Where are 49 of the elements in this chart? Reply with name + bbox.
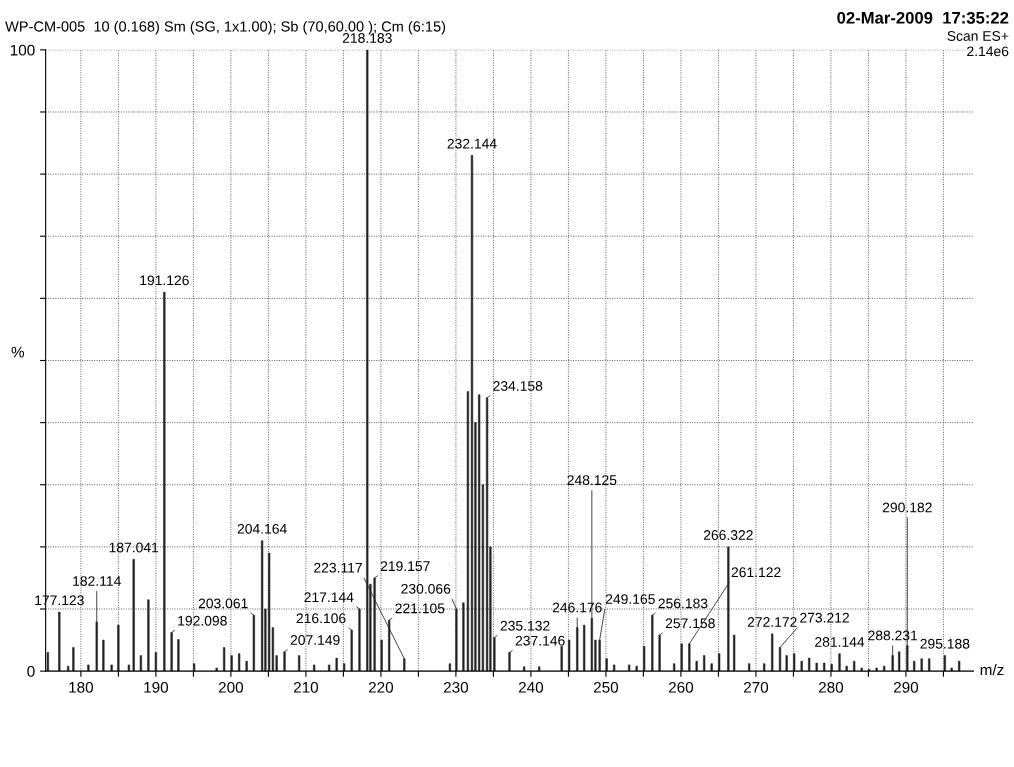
annotation: 223.117 <box>314 562 362 573</box>
x-tick-label: 270 <box>743 681 769 693</box>
x-tick-label: 240 <box>518 681 544 693</box>
annotation: 192.098 <box>178 615 227 626</box>
annotation: 256.183 <box>658 598 708 609</box>
annotation: 249.165 <box>605 594 655 604</box>
annotation: 207.149 <box>290 635 340 645</box>
annotation: 248.125 <box>567 475 617 486</box>
annotation: 204.164 <box>237 523 287 534</box>
y-axis-title: % <box>11 346 25 358</box>
x-tick-label: 210 <box>293 681 319 693</box>
annotation: 203.061 <box>198 598 248 609</box>
x-tick-label: 200 <box>218 681 244 693</box>
annotation: 295.188 <box>920 638 970 649</box>
y-tick-label: 0 <box>27 665 35 677</box>
x-tick-label: 230 <box>443 681 469 693</box>
x-tick-label: 280 <box>818 681 844 693</box>
annotation: 273.212 <box>800 612 849 623</box>
annotation: 272.172 <box>747 617 797 627</box>
annotation: 216.106 <box>296 613 346 624</box>
annotation: 261.122 <box>731 567 781 578</box>
annotation: 218.183 <box>342 33 392 43</box>
annotation: 217.144 <box>304 592 354 602</box>
text: Scan ES+ <box>947 31 1009 41</box>
annotation: 246.176 <box>552 602 602 613</box>
annotation: 187.041 <box>109 542 159 553</box>
annotation: 235.132 <box>500 620 550 631</box>
annotation: 257.158 <box>665 618 715 629</box>
x-tick-label: 260 <box>668 681 694 693</box>
annotation: 219.157 <box>380 561 430 572</box>
annotation: 182.114 <box>73 576 121 586</box>
x-tick-label: 180 <box>69 681 94 693</box>
text: 02-Mar-2009 17:35:22 <box>837 11 1009 24</box>
annotation: 230.066 <box>401 583 451 594</box>
annotation: 266.322 <box>703 530 753 540</box>
annotation: 290.182 <box>882 502 932 513</box>
annotation: 281.144 <box>815 636 865 647</box>
x-tick-label: 190 <box>144 681 169 693</box>
x-tick-label: 220 <box>368 681 394 693</box>
annotation: 191.126 <box>140 275 189 286</box>
x-tick-label: 250 <box>593 681 619 693</box>
annotation: 2.14e6 <box>967 46 1009 57</box>
x-axis-title: m/z <box>980 664 1004 676</box>
y-tick-label: 100 <box>10 44 35 56</box>
annotation: 232.144 <box>447 138 497 149</box>
annotation: 234.158 <box>493 381 543 391</box>
annotation: 221.105 <box>395 603 445 614</box>
annotation: 237.146 <box>515 635 565 646</box>
x-tick-label: 290 <box>893 681 919 693</box>
